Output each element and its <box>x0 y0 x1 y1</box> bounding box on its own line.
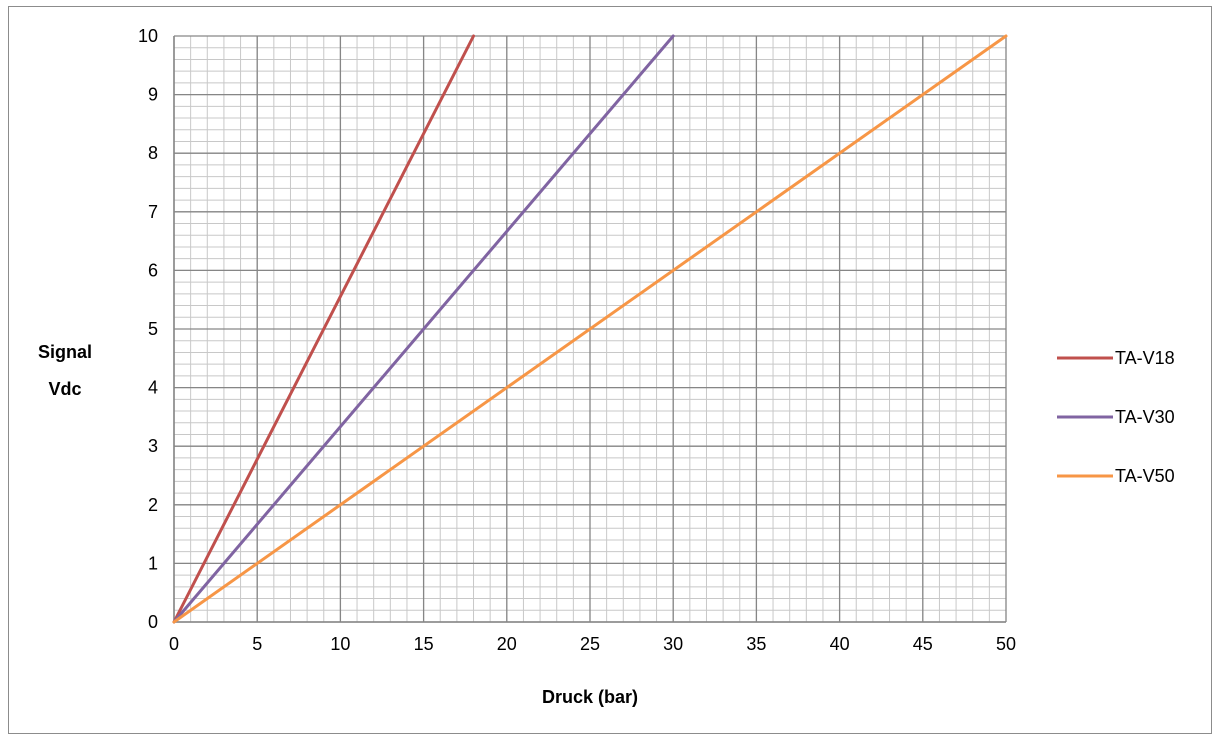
x-axis-title: Druck (bar) <box>542 687 638 707</box>
x-tick-label: 10 <box>330 634 350 654</box>
legend-label: TA-V18 <box>1115 348 1175 368</box>
y-tick-label: 4 <box>148 378 158 398</box>
x-tick-label: 40 <box>830 634 850 654</box>
series-line-ta-v18 <box>172 34 476 624</box>
x-tick-label: 50 <box>996 634 1016 654</box>
y-tick-label: 7 <box>148 202 158 222</box>
x-tick-label: 25 <box>580 634 600 654</box>
y-tick-label: 6 <box>148 260 158 280</box>
x-tick-label: 30 <box>663 634 683 654</box>
x-tick-label: 15 <box>414 634 434 654</box>
y-axis-title-line-1: Signal <box>38 342 92 362</box>
y-tick-label: 1 <box>148 553 158 573</box>
chart-area <box>8 6 1212 734</box>
legend-label: TA-V50 <box>1115 466 1175 486</box>
y-tick-label: 8 <box>148 143 158 163</box>
x-tick-label: 0 <box>169 634 179 654</box>
y-axis-title-line-2: Vdc <box>48 379 81 399</box>
y-axis-ticks: 0 1 2 3 4 5 6 7 8 9 10 <box>138 26 158 632</box>
x-tick-label: 45 <box>913 634 933 654</box>
y-tick-label: 0 <box>148 612 158 632</box>
series-line-ta-v30 <box>172 34 675 624</box>
y-tick-label: 2 <box>148 495 158 515</box>
x-axis-ticks: 0 5 10 15 20 25 30 35 40 45 50 <box>169 634 1016 654</box>
x-tick-label: 35 <box>746 634 766 654</box>
legend-label: TA-V30 <box>1115 407 1175 427</box>
y-tick-label: 10 <box>138 26 158 46</box>
series-lines <box>172 34 1008 624</box>
y-tick-label: 5 <box>148 319 158 339</box>
y-tick-label: 3 <box>148 436 158 456</box>
y-tick-label: 9 <box>148 85 158 105</box>
legend: TA-V18 TA-V30 TA-V50 <box>1057 348 1175 486</box>
x-tick-label: 5 <box>252 634 262 654</box>
series-line-ta-v50 <box>172 34 1008 624</box>
x-tick-label: 20 <box>497 634 517 654</box>
